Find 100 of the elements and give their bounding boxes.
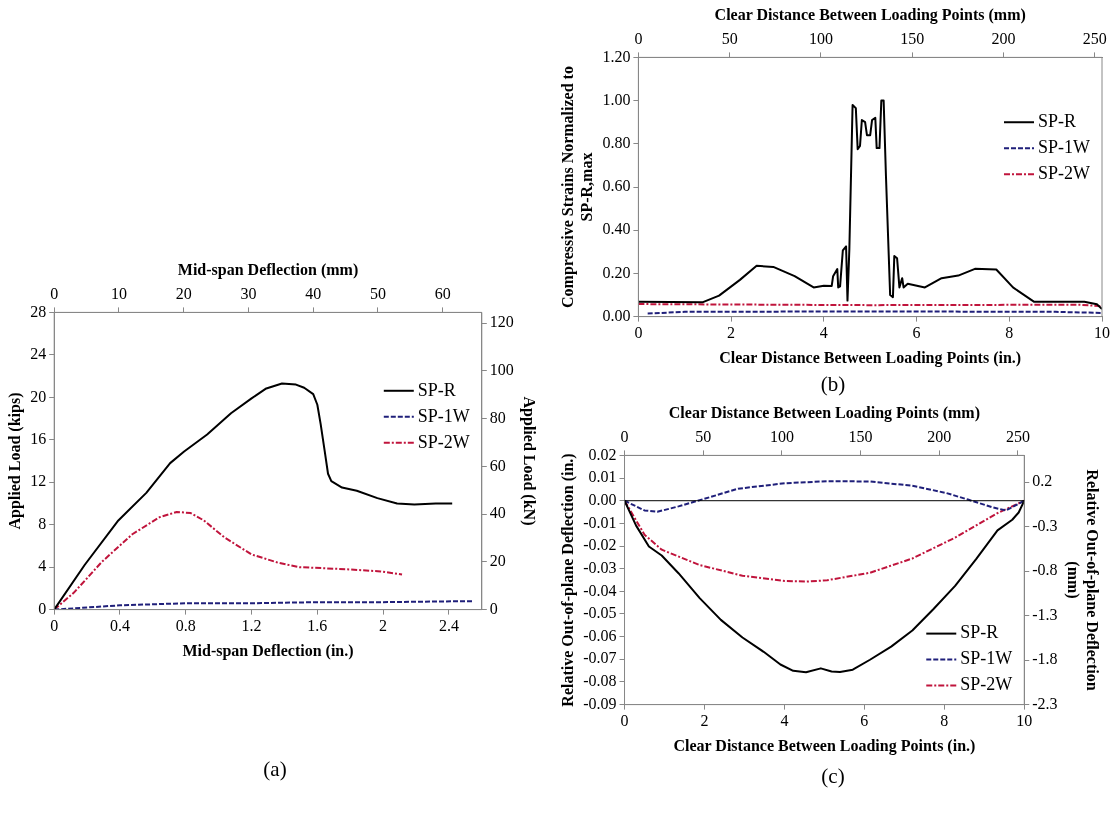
y2-tick-label: 60 [489,456,506,474]
y-tick-label: -0.04 [583,581,617,599]
x2-tick-label: 100 [808,30,833,47]
y-tick-label: 0.20 [602,263,631,281]
y-tick-label: -0.08 [583,672,617,690]
y-tick-label: 0.00 [602,306,631,324]
legend-label: SP-R [417,379,456,400]
y2-tick-label: -0.8 [1032,561,1058,579]
x2-tick-label: 250 [1082,30,1107,47]
y2-tick-label: 120 [489,313,514,331]
y-tick-label: -0.07 [583,649,617,667]
y-tick-label: 1.20 [602,47,631,65]
x2-tick-label: 100 [769,428,794,445]
y-tick-label: 4 [38,557,47,575]
y-axis-title: Applied Load (kips) [5,392,24,530]
legend-label: SP-1W [960,648,1013,669]
y-axis-title: Relative Out-of-plane Deflection (in.) [558,453,577,707]
y2-tick-label: 80 [489,408,506,426]
x2-tick-label: 200 [927,428,952,445]
legend-label: SP-2W [417,431,470,452]
y2-tick-label: 100 [489,361,514,379]
legend-label: SP-R [1038,110,1077,131]
x-axis-title: Clear Distance Between Loading Points (in.) [719,348,1022,367]
x-tick-label: 6 [860,712,869,730]
legend-label: SP-2W [960,674,1013,695]
y2-tick-label: 20 [489,552,506,570]
y-tick-label: 0.00 [588,490,617,508]
y-tick-label: -0.01 [583,513,617,531]
x-tick-label: 8 [940,712,949,730]
y-tick-label: 1.00 [602,90,631,108]
x-tick-label: 10 [1016,712,1033,730]
y-tick-label: 0.80 [602,134,631,151]
legend-label: SP-1W [1038,136,1091,157]
x2-tick-label: 40 [305,285,322,302]
x2-tick-label: 50 [721,30,738,47]
x-tick-label: 10 [1094,324,1110,342]
y-tick-label: 0 [38,599,47,617]
x-tick-label: 2 [379,617,388,635]
x2-tick-label: 50 [695,428,712,445]
y-tick-label: 0.01 [588,468,617,486]
x-axis-title: Mid-span Deflection (in.) [182,641,354,660]
x-tick-label: 0.4 [109,617,130,635]
legend-label: SP-1W [417,405,470,426]
x-tick-label: 8 [1005,324,1014,342]
text: (b) [819,372,847,397]
x2-tick-label: 0 [634,30,643,47]
y-tick-label: 12 [30,472,47,490]
y-tick-label: -0.05 [583,604,617,622]
y2-tick-label: 0 [489,599,498,617]
y2-tick-label: -0.3 [1032,516,1058,534]
x-tick-label: 4 [819,324,828,342]
y-tick-label: 0.60 [602,177,631,195]
x2-tick-label: 10 [110,285,127,302]
x2-axis-title: Clear Distance Between Loading Points (mm) [668,403,981,422]
x-tick-label: 0 [634,324,643,342]
x2-tick-label: 30 [240,285,257,302]
y-tick-label: 16 [30,429,47,447]
x-tick-label: 2.4 [438,617,459,635]
x-tick-label: 6 [912,324,921,342]
x-tick-label: 2 [700,712,709,730]
y2-tick-label: -2.3 [1032,694,1058,712]
y-tick-label: -0.02 [583,536,617,554]
y2-tick-label: -1.3 [1032,605,1058,623]
y-tick-label: 0.40 [602,220,631,238]
x-axis-title: Clear Distance Between Loading Points (in.) [673,736,976,755]
y2-axis-title: Relative Out-of-plane Deflection (mm) [1064,469,1102,691]
text: (a) [262,757,288,782]
x2-tick-label: 150 [848,428,873,445]
text: (c) [820,764,846,789]
x2-tick-label: 0 [50,285,59,302]
y-tick-label: 8 [38,514,47,532]
x-tick-label: 0 [50,617,59,635]
x-tick-label: 1.6 [307,617,328,635]
legend-label: SP-2W [1038,162,1091,183]
y2-tick-label: -1.8 [1032,650,1058,668]
x2-tick-label: 20 [175,285,192,302]
y2-tick-label: 0.2 [1032,472,1053,490]
y-axis-title: Compressive Strains Normalized to SP-R,max [558,66,595,308]
line-series [54,600,475,610]
legend-label: SP-R [960,622,999,643]
x2-axis-title: Mid-span Deflection (mm) [177,260,359,279]
y-tick-label: 28 [30,302,47,320]
x-tick-label: 0.8 [175,617,196,635]
y-tick-label: 24 [30,345,47,363]
y2-tick-label: 40 [489,504,506,522]
x-tick-label: 4 [780,712,789,730]
y-tick-label: 20 [30,387,47,405]
y-tick-label: -0.03 [583,558,617,576]
x2-tick-label: 200 [991,30,1016,47]
x-tick-label: 1.2 [241,617,262,635]
y-tick-label: -0.09 [583,694,617,712]
line-series [54,510,404,610]
x2-axis-title: Clear Distance Between Loading Points (mm) [714,5,1026,24]
x2-tick-label: 150 [900,30,925,47]
y-tick-label: -0.06 [583,626,617,644]
x2-tick-label: 250 [1005,428,1030,445]
y-tick-label: 0.02 [588,445,617,463]
x-tick-label: 2 [727,324,736,342]
x2-tick-label: 60 [434,285,451,302]
y2-axis-title: Applied Load (kN) [520,396,539,526]
